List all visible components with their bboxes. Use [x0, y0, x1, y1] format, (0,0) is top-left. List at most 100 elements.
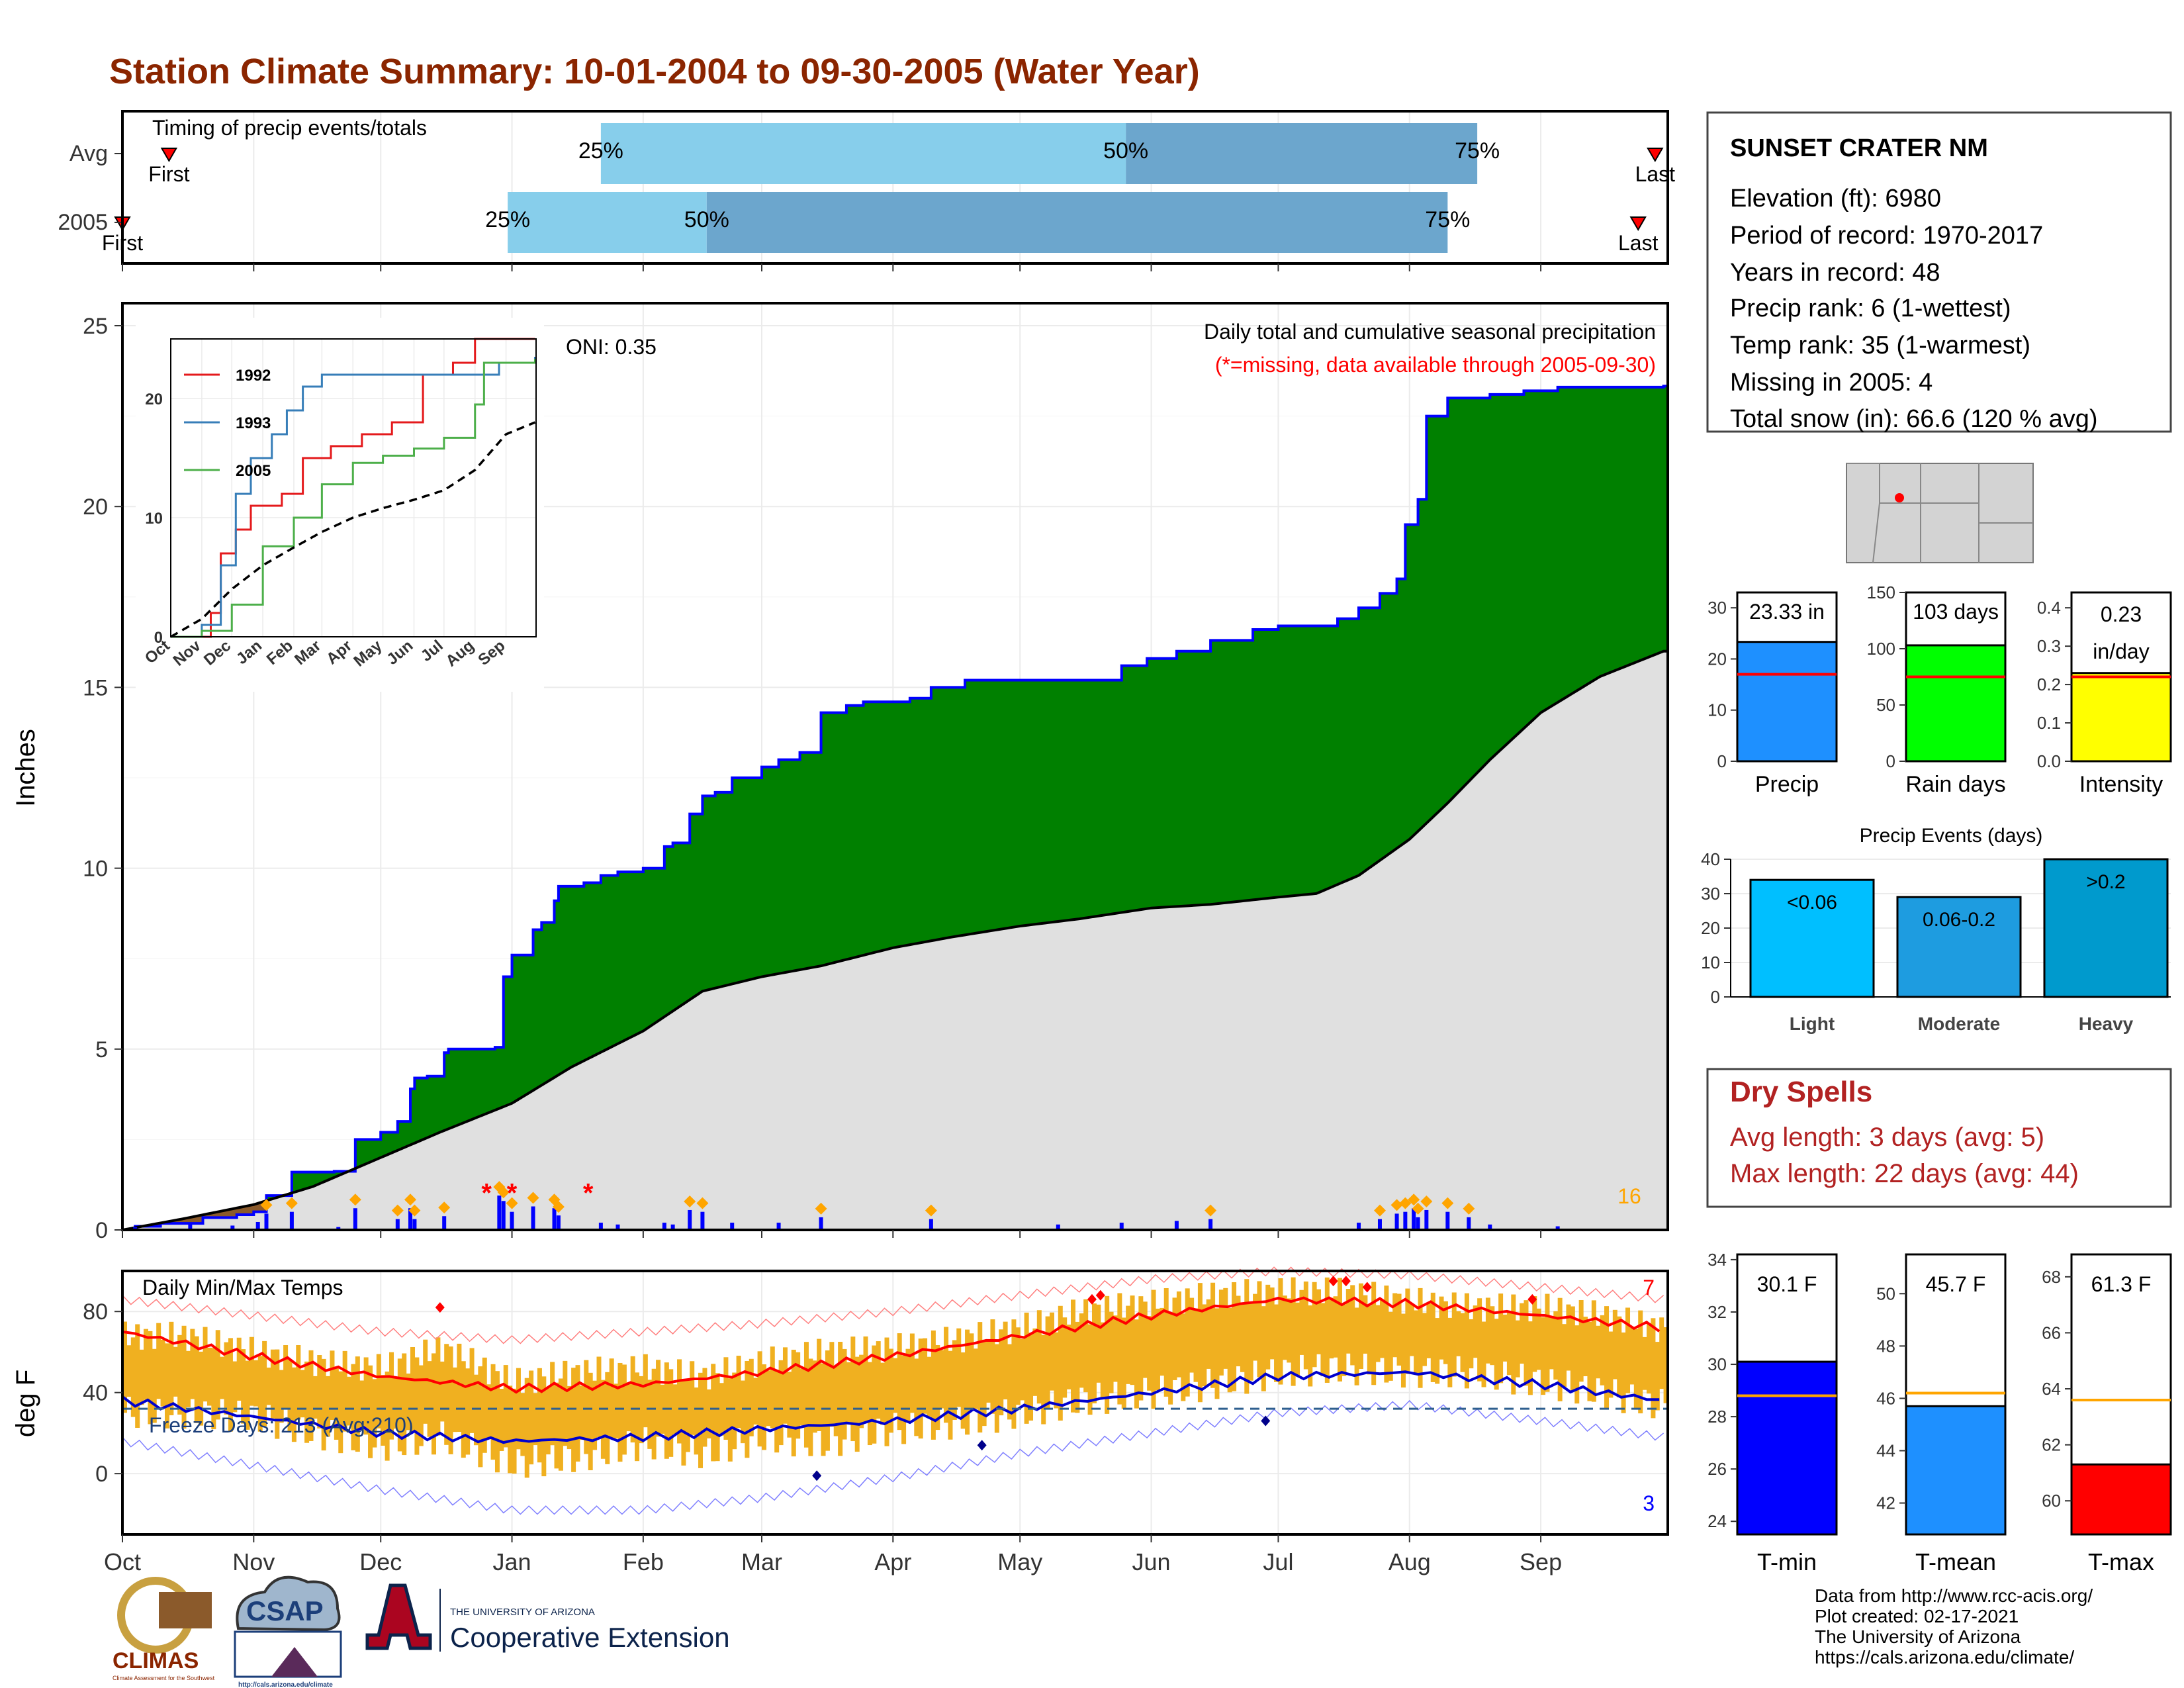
total-y-tick-label: 0: [1717, 751, 1727, 771]
daily-temp-range-bar: [1160, 1307, 1165, 1376]
total-value-bar: [1736, 641, 1838, 763]
daily-temp-range-bar: [1426, 1303, 1432, 1358]
daily-temp-range-bar: [770, 1346, 775, 1429]
daily-temp-range-bar: [774, 1370, 780, 1453]
daily-temp-range-bar: [1502, 1314, 1508, 1362]
daily-temp-range-bar: [457, 1343, 462, 1432]
total-y-tick-label: 0.1: [2037, 713, 2061, 733]
locator-map: [1846, 463, 2034, 563]
inset-series-line: [171, 359, 536, 638]
station-line: Temp rank: 35 (1-warmest): [1730, 332, 2030, 359]
temp-total-y-tick-label: 42: [1876, 1493, 1895, 1513]
missing-data-marker: *: [507, 1178, 518, 1207]
climas-emblem: [159, 1592, 212, 1628]
temp-y-tick-label: 40: [83, 1381, 108, 1406]
record-high-marker: [1362, 1282, 1372, 1293]
daily-temp-range-bar: [1147, 1316, 1152, 1391]
total-y-tick-label: 100: [1867, 639, 1895, 659]
total-panel-name: Rain days: [1905, 772, 2005, 797]
daily-temp-range-bar: [1062, 1317, 1068, 1398]
daily-temp-range-bar: [1621, 1332, 1626, 1413]
daily-temp-range-bar: [1604, 1306, 1610, 1409]
daily-precip-bar: [1403, 1211, 1408, 1230]
daily-temp-range-bar: [630, 1356, 635, 1443]
daily-temp-range-bar: [482, 1357, 487, 1453]
events-bar: [2043, 858, 2169, 998]
record-high-marker: [1341, 1276, 1351, 1287]
inset-legend-label: 1993: [236, 414, 271, 432]
map-background: [1846, 463, 2034, 563]
daily-temp-range-bar: [897, 1333, 902, 1430]
daily-temp-range-bar: [880, 1362, 886, 1425]
daily-temp-range-bar: [1269, 1287, 1275, 1360]
daily-temp-range-bar: [1405, 1288, 1410, 1374]
daily-temp-range-bar: [918, 1338, 923, 1439]
daily-temp-range-bar: [1163, 1288, 1169, 1397]
daily-temp-range-bar: [664, 1362, 669, 1459]
temp-total-name: T-min: [1757, 1548, 1817, 1575]
daily-temp-range-bar: [524, 1378, 529, 1478]
record-low-marker: [1261, 1415, 1271, 1427]
daily-temp-range-bar: [304, 1361, 310, 1443]
daily-precip-bar: [700, 1211, 705, 1230]
station-line: Years in record: 48: [1730, 259, 1940, 287]
daily-temp-range-bar: [723, 1357, 729, 1440]
daily-temp-range-bar: [1596, 1325, 1601, 1379]
temp-series-line: [122, 1296, 1661, 1394]
daily-temp-range-bar: [1536, 1308, 1541, 1370]
daily-temp-range-bar: [1032, 1328, 1038, 1396]
daily-temp-range-bar: [1541, 1317, 1546, 1395]
daily-temp-range-bar: [1058, 1305, 1063, 1421]
normal-cumulative-line: [122, 649, 1668, 1231]
daily-temp-range-bar: [1435, 1318, 1440, 1384]
daily-temp-range-bar: [148, 1331, 153, 1425]
daily-temp-range-bar: [469, 1348, 475, 1433]
daily-temp-range-bar: [1439, 1296, 1444, 1360]
snow-event-marker: [1408, 1194, 1420, 1206]
events-bar-label: >0.2: [2086, 871, 2125, 893]
daily-temp-range-bar: [796, 1352, 801, 1439]
daily-temp-range-bar: [317, 1355, 322, 1429]
daily-temp-range-bar: [1587, 1321, 1592, 1401]
daily-temp-range-bar: [139, 1349, 144, 1405]
daily-temp-range-bar: [1287, 1298, 1292, 1363]
daily-temp-range-bar: [1473, 1305, 1478, 1358]
credit-line: The University of Arizona: [1815, 1626, 2021, 1647]
total-panel-name: Precip: [1755, 772, 1819, 797]
daily-temp-range-bar: [1197, 1283, 1203, 1403]
daily-temp-range-bar: [829, 1342, 835, 1427]
daily-precip-bar: [670, 1224, 675, 1230]
daily-temp-range-bar: [778, 1360, 784, 1446]
daily-temp-range-bar: [1520, 1303, 1525, 1364]
temp-total-y-tick-label: 66: [2042, 1323, 2061, 1342]
daily-temp-range-bar: [1181, 1313, 1186, 1401]
daily-temp-range-bar: [270, 1349, 275, 1419]
daily-temp-range-bar: [677, 1359, 682, 1444]
temp-total-value-label: 45.7 F: [1926, 1272, 1986, 1296]
daily-temp-range-bar: [1299, 1289, 1304, 1355]
month-tick-label: Jun: [1132, 1548, 1171, 1575]
daily-temp-range-bar: [435, 1337, 441, 1436]
daily-temp-range-bar: [393, 1376, 398, 1429]
daily-temp-range-bar: [1193, 1308, 1199, 1382]
daily-temp-range-bar: [626, 1382, 631, 1432]
daily-temp-range-bar: [1083, 1299, 1089, 1393]
daily-temp-range-bar: [427, 1361, 432, 1437]
record-high-marker: [1527, 1293, 1537, 1305]
daily-temp-range-bar: [1354, 1307, 1359, 1385]
daily-temp-range-bar: [867, 1362, 872, 1446]
snow-event-marker: [1390, 1199, 1403, 1211]
daily-temp-range-bar: [706, 1389, 711, 1438]
daily-temp-range-bar: [1515, 1320, 1520, 1378]
daily-temp-range-bar: [1265, 1284, 1271, 1370]
daily-temp-range-bar: [1545, 1293, 1550, 1392]
daily-temp-range-bar: [1130, 1295, 1135, 1385]
daily-temp-range-bar: [283, 1345, 289, 1409]
timing-row-label: 2005: [58, 210, 108, 235]
daily-temp-range-bar: [651, 1368, 657, 1460]
daily-temp-range-bar: [181, 1325, 187, 1429]
temp-series-line: [122, 1266, 1664, 1344]
events-y-tick-label: 40: [1701, 849, 1720, 869]
daily-temp-range-bar: [406, 1373, 411, 1430]
